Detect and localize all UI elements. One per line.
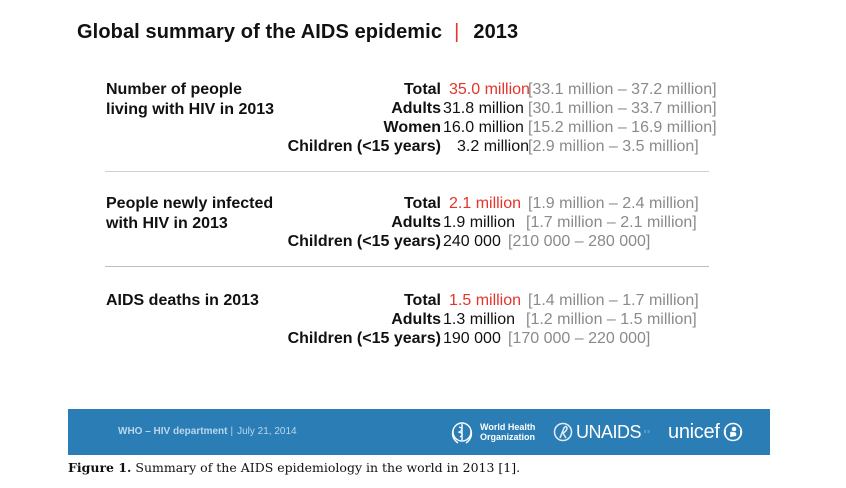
row-range: [33.1 million – 37.2 million] xyxy=(528,81,717,98)
row-range: [2.9 million – 3.5 million] xyxy=(528,138,699,155)
footer-credit: WHO – HIV department | July 21, 2014 xyxy=(118,426,297,437)
unicef-emblem-icon xyxy=(723,422,742,442)
who-name-line: World Health xyxy=(480,422,536,432)
row-range: [30.1 million – 33.7 million] xyxy=(528,100,717,117)
row-value: 3.2 million xyxy=(457,138,530,155)
row-range: [210 000 – 280 000] xyxy=(508,233,651,250)
title-separator: | xyxy=(454,21,460,43)
row-label: Children (<15 years) xyxy=(287,330,441,347)
row-label: Total xyxy=(403,292,441,309)
row-value: 190 000 xyxy=(443,330,501,347)
who-emblem-icon xyxy=(451,422,473,444)
credit-date: July 21, 2014 xyxy=(237,426,297,437)
row-value: 31.8 million xyxy=(443,100,524,117)
row-range: [1.4 million – 1.7 million] xyxy=(528,292,699,309)
caption-text: Summary of the AIDS epidemiology in the … xyxy=(131,460,521,475)
caption-label: Figure 1. xyxy=(68,460,132,475)
row-range: [15.2 million – 16.9 million] xyxy=(528,119,717,136)
section-heading: Number of people living with HIV in 2013 xyxy=(106,80,296,120)
who-name-line: Organization xyxy=(480,432,536,442)
department-name: WHO – HIV department xyxy=(118,426,228,437)
row-range: [1.9 million – 2.4 million] xyxy=(528,195,699,212)
title-text: Global summary of the AIDS epidemic xyxy=(77,21,443,43)
heading-line: People newly infected xyxy=(106,195,274,212)
title-year: 2013 xyxy=(473,21,519,43)
heading-line: Number of people xyxy=(106,81,243,98)
row-value: 2.1 million xyxy=(449,195,522,212)
unaids-cosponsor-text: ≡ ≡ xyxy=(644,429,650,434)
unaids-ribbon-icon xyxy=(553,422,573,442)
who-logo: World Health Organization xyxy=(448,417,535,447)
row-value: 16.0 million xyxy=(443,119,524,136)
row-value: 1.3 million xyxy=(443,311,516,328)
row-range: [1.2 million – 1.5 million] xyxy=(526,311,697,328)
row-label: Adults xyxy=(391,311,441,328)
row-range: [1.7 million – 2.1 million] xyxy=(526,214,697,231)
slide-title: Global summary of the AIDS epidemic | 2013 xyxy=(77,21,518,44)
row-value: 240 000 xyxy=(443,233,501,250)
row-label: Adults xyxy=(391,214,441,231)
row-label: Children (<15 years) xyxy=(287,138,441,155)
row-value: 35.0 million xyxy=(449,81,530,98)
section-heading: People newly infected with HIV in 2013 xyxy=(106,194,296,234)
heading-line: living with HIV in 2013 xyxy=(106,101,275,118)
heading-line: AIDS deaths in 2013 xyxy=(106,292,259,309)
row-label: Total xyxy=(403,81,441,98)
unicef-logo: unicef xyxy=(668,417,744,447)
row-range: [170 000 – 220 000] xyxy=(508,330,651,347)
unaids-logo: UNAIDS ≡ ≡ xyxy=(552,417,666,447)
row-label: Children (<15 years) xyxy=(287,233,441,250)
heading-line: with HIV in 2013 xyxy=(106,215,228,232)
row-value: 1.9 million xyxy=(443,214,516,231)
row-value: 1.5 million xyxy=(449,292,522,309)
row-label: Women xyxy=(383,119,441,136)
section-heading: AIDS deaths in 2013 xyxy=(106,291,296,311)
section-divider xyxy=(105,171,709,172)
unicef-wordmark: unicef xyxy=(668,420,720,443)
figure-caption: Figure 1. Summary of the AIDS epidemiolo… xyxy=(68,460,520,475)
row-label: Adults xyxy=(391,100,441,117)
credit-divider: | xyxy=(230,426,234,437)
section-divider xyxy=(105,266,709,267)
footer-band: WHO – HIV department | July 21, 2014 World… xyxy=(68,409,770,455)
row-label: Total xyxy=(403,195,441,212)
unaids-wordmark: UNAIDS xyxy=(576,421,642,442)
